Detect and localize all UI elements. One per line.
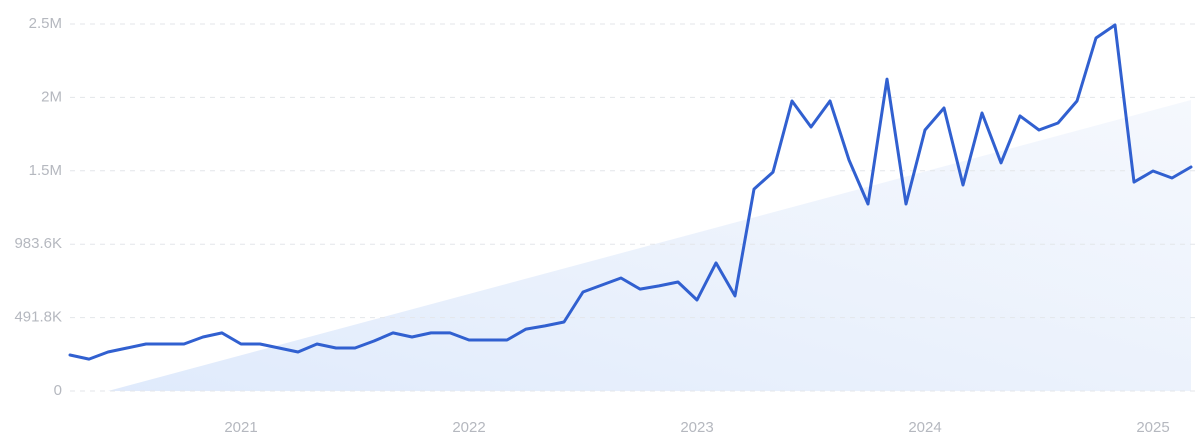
x-tick-label: 2024: [908, 419, 941, 436]
x-tick-label: 2023: [680, 419, 713, 436]
x-tick-label: 2025: [1136, 419, 1169, 436]
y-tick-label: 983.6K: [14, 235, 62, 252]
x-tick-label: 2022: [452, 419, 485, 436]
line: [68, 23, 1193, 361]
y-tick-label: 0: [54, 382, 62, 399]
y-tick-label: 2.5M: [29, 15, 62, 32]
y-tick-label: 1.5M: [29, 162, 62, 179]
y-tick-label: 491.8K: [14, 309, 62, 326]
y-tick-label: 2M: [41, 88, 62, 105]
x-tick-label: 2021: [224, 419, 257, 436]
trend-area: [108, 100, 1191, 391]
